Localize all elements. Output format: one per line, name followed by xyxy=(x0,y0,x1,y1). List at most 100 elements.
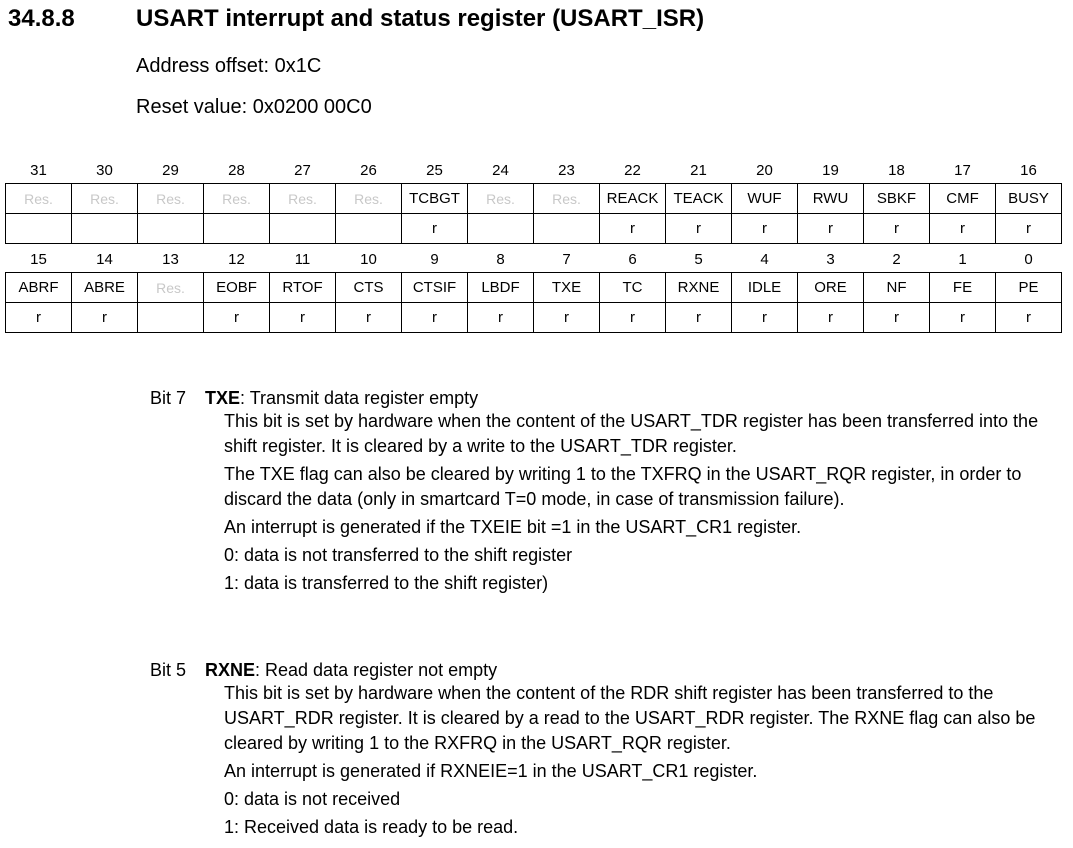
bit-summary: : Read data register not empty xyxy=(255,660,498,680)
bit-number: 5 xyxy=(694,251,703,268)
bit-number: 19 xyxy=(822,162,839,179)
description-paragraph: This bit is set by hardware when the con… xyxy=(224,411,1039,456)
access-cell xyxy=(5,213,72,244)
bit-number: 23 xyxy=(558,162,575,179)
bit-number: 31 xyxy=(30,162,47,179)
access-cell: r xyxy=(863,302,930,333)
field-name-row: ABRF ABRE Res. EOBF RTOF CTS CTSIF LBDF TXE TC RXN… xyxy=(5,272,1062,303)
bit-number: 6 xyxy=(628,251,637,268)
access-cell xyxy=(467,213,534,244)
bit-number: 4 xyxy=(760,251,769,268)
bit-label: Bit 7 xyxy=(150,388,187,408)
access-cell xyxy=(137,213,204,244)
description-paragraph: 0: data is not received xyxy=(224,789,401,809)
field-name: LBDF xyxy=(467,272,534,303)
bit-number: 28 xyxy=(228,162,245,179)
field-name: RXNE xyxy=(665,272,732,303)
field-name: TEACK xyxy=(665,183,732,214)
description-paragraph: 0: data is not transferred to the shift … xyxy=(224,545,573,565)
field-name: RWU xyxy=(797,183,864,214)
field-name: WUF xyxy=(731,183,798,214)
description-paragraph: An interrupt is generated if the TXEIE b… xyxy=(224,517,802,537)
field-name: NF xyxy=(863,272,930,303)
access-cell: r xyxy=(599,302,666,333)
field-name: CMF xyxy=(929,183,996,214)
bit-number: 21 xyxy=(690,162,707,179)
bit-number: 13 xyxy=(162,251,179,268)
description-paragraph: This bit is set by hardware when the con… xyxy=(224,683,1036,753)
access-cell xyxy=(533,213,600,244)
bit-number: 25 xyxy=(426,162,443,179)
bit-number: 1 xyxy=(958,251,967,268)
bit-number: 15 xyxy=(30,251,47,268)
field-name-row: Res. Res. Res. Res. Res. Res. TCBGT Res. Res. REA… xyxy=(5,183,1062,214)
bit-number: 30 xyxy=(96,162,113,179)
access-cell: r xyxy=(731,302,798,333)
description-paragraph: 1: data is transferred to the shift regi… xyxy=(224,573,549,593)
bit-number: 22 xyxy=(624,162,641,179)
access-cell: r xyxy=(5,302,72,333)
reserved-field: Res. xyxy=(71,183,138,214)
bit-number: 0 xyxy=(1024,251,1033,268)
bit-number: 29 xyxy=(162,162,179,179)
access-cell: r xyxy=(533,302,600,333)
bit-heading: Bit 7 TXE: Transmit data register empty xyxy=(150,388,1060,409)
bit-number: 27 xyxy=(294,162,311,179)
field-name: TCBGT xyxy=(401,183,468,214)
access-cell: r xyxy=(203,302,270,333)
bit-description-txe: Bit 7 TXE: Transmit data register empty T… xyxy=(150,388,1060,599)
description-paragraph: An interrupt is generated if RXNEIE=1 in… xyxy=(224,761,758,781)
field-name: REACK xyxy=(599,183,666,214)
bit-number: 3 xyxy=(826,251,835,268)
field-name: ABRF xyxy=(5,272,72,303)
description-paragraph: The TXE flag can also be cleared by writ… xyxy=(224,464,1022,509)
bit-summary: : Transmit data register empty xyxy=(240,388,479,408)
field-name: CTS xyxy=(335,272,402,303)
field-name: TC xyxy=(599,272,666,303)
bit-number: 24 xyxy=(492,162,509,179)
access-cell: r xyxy=(731,213,798,244)
access-cell: r xyxy=(797,213,864,244)
bit-number: 8 xyxy=(496,251,505,268)
bit-number-row: 31 30 29 28 27 26 25 24 23 22 21 20 19 18 17 16 xyxy=(6,158,1062,184)
access-cell xyxy=(269,213,336,244)
access-cell: r xyxy=(797,302,864,333)
bit-number: 9 xyxy=(430,251,439,268)
bit-number: 17 xyxy=(954,162,971,179)
access-cell xyxy=(137,302,204,333)
access-cell: r xyxy=(929,302,996,333)
reset-value: Reset value: 0x0200 00C0 xyxy=(136,96,372,118)
field-name: PE xyxy=(995,272,1062,303)
access-cell xyxy=(335,213,402,244)
access-cell: r xyxy=(863,213,930,244)
field-name: RTOF xyxy=(269,272,336,303)
bit-number-row: 15 14 13 12 11 10 9 8 7 6 5 4 3 2 1 0 xyxy=(6,247,1062,273)
bit-description-body: This bit is set by hardware when the con… xyxy=(224,681,1060,840)
section-number: 34.8.8 xyxy=(8,5,75,32)
bit-label: Bit 5 xyxy=(150,660,187,680)
field-name: CTSIF xyxy=(401,272,468,303)
access-cell xyxy=(71,213,138,244)
reserved-field: Res. xyxy=(137,272,204,303)
bit-number: 12 xyxy=(228,251,245,268)
access-cell xyxy=(203,213,270,244)
field-name: BUSY xyxy=(995,183,1062,214)
field-name: SBKF xyxy=(863,183,930,214)
field-name: TXE xyxy=(533,272,600,303)
bit-description-rxne: Bit 5 RXNE: Read data register not empty … xyxy=(150,660,1060,843)
reserved-field: Res. xyxy=(335,183,402,214)
reserved-field: Res. xyxy=(533,183,600,214)
bit-heading: Bit 5 RXNE: Read data register not empty xyxy=(150,660,1060,681)
access-cell: r xyxy=(71,302,138,333)
reserved-field: Res. xyxy=(269,183,336,214)
bit-number: 20 xyxy=(756,162,773,179)
field-name: ORE xyxy=(797,272,864,303)
bit-number: 26 xyxy=(360,162,377,179)
access-cell: r xyxy=(401,213,468,244)
bit-number: 7 xyxy=(562,251,571,268)
access-cell: r xyxy=(599,213,666,244)
bit-number: 18 xyxy=(888,162,905,179)
access-cell: r xyxy=(269,302,336,333)
access-cell: r xyxy=(665,302,732,333)
